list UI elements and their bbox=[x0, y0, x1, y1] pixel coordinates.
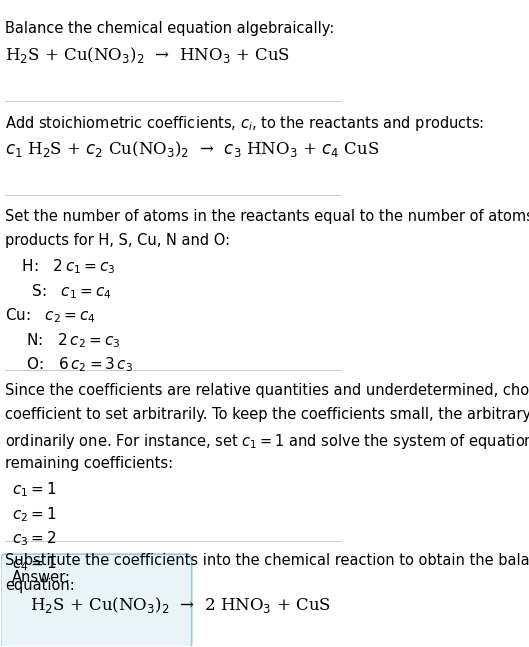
Text: O:   $6\,c_2 = 3\,c_3$: O: $6\,c_2 = 3\,c_3$ bbox=[12, 356, 133, 375]
Text: ordinarily one. For instance, set $c_1 = 1$ and solve the system of equations fo: ordinarily one. For instance, set $c_1 =… bbox=[5, 432, 529, 451]
Text: equation:: equation: bbox=[5, 578, 75, 593]
Text: $c_1$ H$_2$S + $c_2$ Cu(NO$_3$)$_2$  →  $c_3$ HNO$_3$ + $c_4$ CuS: $c_1$ H$_2$S + $c_2$ Cu(NO$_3$)$_2$ → $c… bbox=[5, 138, 379, 159]
Text: $c_3 = 2$: $c_3 = 2$ bbox=[12, 530, 56, 549]
Text: Set the number of atoms in the reactants equal to the number of atoms in the: Set the number of atoms in the reactants… bbox=[5, 209, 529, 224]
Text: products for H, S, Cu, N and O:: products for H, S, Cu, N and O: bbox=[5, 234, 230, 248]
Text: Balance the chemical equation algebraically:: Balance the chemical equation algebraica… bbox=[5, 21, 334, 36]
Text: remaining coefficients:: remaining coefficients: bbox=[5, 456, 173, 471]
Text: Substitute the coefficients into the chemical reaction to obtain the balanced: Substitute the coefficients into the che… bbox=[5, 553, 529, 569]
Text: H$_2$S + Cu(NO$_3$)$_2$  →  2 HNO$_3$ + CuS: H$_2$S + Cu(NO$_3$)$_2$ → 2 HNO$_3$ + Cu… bbox=[31, 595, 331, 615]
Text: $c_4 = 1$: $c_4 = 1$ bbox=[12, 554, 56, 573]
Text: coefficient to set arbitrarily. To keep the coefficients small, the arbitrary va: coefficient to set arbitrarily. To keep … bbox=[5, 407, 529, 422]
Text: Cu:   $c_2 = c_4$: Cu: $c_2 = c_4$ bbox=[5, 307, 96, 325]
FancyBboxPatch shape bbox=[1, 554, 191, 647]
Text: S:   $c_1 = c_4$: S: $c_1 = c_4$ bbox=[12, 282, 111, 301]
Text: Add stoichiometric coefficients, $c_i$, to the reactants and products:: Add stoichiometric coefficients, $c_i$, … bbox=[5, 114, 484, 133]
Text: H:   $2\,c_1 = c_3$: H: $2\,c_1 = c_3$ bbox=[12, 258, 115, 276]
Text: $c_2 = 1$: $c_2 = 1$ bbox=[12, 505, 56, 524]
Text: N:   $2\,c_2 = c_3$: N: $2\,c_2 = c_3$ bbox=[12, 331, 120, 350]
Text: Since the coefficients are relative quantities and underdetermined, choose a: Since the coefficients are relative quan… bbox=[5, 383, 529, 398]
Text: $c_1 = 1$: $c_1 = 1$ bbox=[12, 481, 56, 499]
Text: Answer:: Answer: bbox=[12, 569, 71, 585]
Text: H$_2$S + Cu(NO$_3$)$_2$  →  HNO$_3$ + CuS: H$_2$S + Cu(NO$_3$)$_2$ → HNO$_3$ + CuS bbox=[5, 45, 290, 65]
